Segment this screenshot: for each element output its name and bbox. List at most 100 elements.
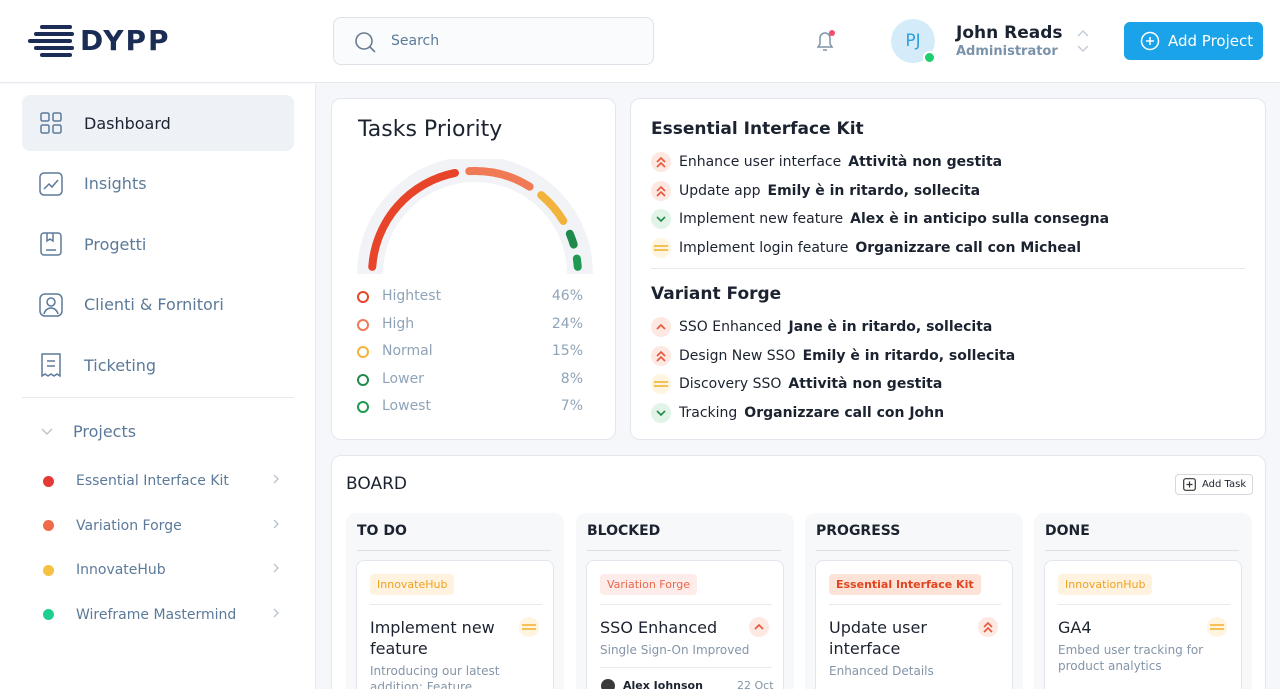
icon-part [656,323,666,330]
avatar[interactable]: PJ [891,19,935,63]
icon-part [1077,29,1089,53]
task-card[interactable]: InnovationHub GA4 Embed user tracking for … [1044,560,1242,689]
icon-part [369,46,376,53]
board-title: BOARD [346,474,407,494]
nav-label: Ticketing [84,355,157,375]
icon-part [40,232,62,256]
legend-name: Normal [382,343,433,359]
search-box[interactable]: Search [333,17,654,65]
update-item: SSO Enhanced Jane è in ritardo, sollecita [651,317,992,337]
icon-part [1140,31,1160,51]
icon-part [39,292,63,317]
nav-item[interactable]: Ticketing [22,337,294,393]
user-name: John Reads [956,23,1063,43]
task-status: Emily è in ritardo, sollecita [767,182,981,199]
icon-part [651,402,671,423]
nav-item[interactable]: Progetti [22,216,294,272]
icon-part [651,180,671,201]
legend-value: 15% [551,343,583,359]
project-name: InnovateHub [76,562,166,578]
legend-swatch [357,291,369,303]
project-item[interactable]: Variation Forge [40,514,280,538]
nav-item[interactable]: Clienti & Fornitori [22,277,294,333]
icon-part [273,563,279,573]
icon-part [656,185,666,197]
chevron [272,607,280,623]
board-column: DONE InnovationHub GA4 Embed user tracking … [1034,513,1252,689]
board-column: BLOCKED Variation Forge SSO Enhanced Single… [576,513,794,689]
icon-part [34,46,74,50]
update-item: Implement new feature Alex è in anticipo … [651,209,1109,229]
icon-part [651,317,671,337]
due-date: 22 Oct [737,679,774,689]
projects-header[interactable]: Projects [40,422,136,441]
icon-part [46,296,56,307]
icon-part [40,124,50,134]
bell-icon[interactable] [814,28,838,54]
icon-part [41,428,53,435]
divider [1058,604,1230,605]
task-title: GA4 [1058,618,1092,637]
logo-text: DYPP [80,24,171,57]
priority-icon [749,617,769,637]
icon-part [39,171,63,196]
task-card[interactable]: InnovateHub Implement new feature Introduc… [356,560,554,689]
project-item[interactable]: Wireframe Mastermind [40,603,280,627]
icon-part [28,25,74,57]
project-item[interactable]: Essential Interface Kit [40,469,280,493]
user-role: Administrator [956,44,1058,59]
icon-part [519,617,539,637]
divider [816,550,1010,551]
icon-part [46,233,56,251]
icon-part [273,474,279,484]
icon-part [519,617,539,637]
legend-value: 8% [560,370,583,387]
icon-part [273,608,279,617]
icon-part [651,345,671,366]
nav-item[interactable]: Insights [22,156,294,212]
icon-part [829,30,835,36]
icon-part [651,374,671,394]
icon-part [651,180,671,201]
icon-part [47,360,55,367]
project-item[interactable]: InnovateHub [40,558,280,582]
project-name: Wireframe Mastermind [76,606,237,623]
tasks-priority-card: Tasks Priority Hightest 46% High 24% Normal 1… [331,98,616,440]
task-status: Organizzare call con John [744,404,945,421]
icon-part [41,353,61,378]
icon-part [651,152,671,172]
icon-part [40,232,62,256]
icon-part [651,209,671,229]
task-status: Jane è in ritardo, sollecita [788,319,993,335]
icon-part [749,617,769,637]
icon-part [749,617,769,637]
legend-name: Hightest [382,288,442,304]
legend-value: 7% [560,398,583,414]
add-project-button[interactable]: Add Project [1124,22,1263,60]
task-name: Implement login feature [679,239,849,256]
project-name: Essential Interface Kit [76,473,229,489]
project-dot [43,520,54,531]
column-title: BLOCKED [587,523,661,539]
chevron [272,473,280,489]
nav-item[interactable]: Dashboard [22,95,294,151]
icon-part [654,381,668,387]
task-description: Single Sign-On Improved [600,643,750,657]
task-card[interactable]: Essential Interface Kit Update user inter… [815,560,1013,689]
add-task-button[interactable]: Add Task [1175,474,1253,495]
task-card[interactable]: Variation Forge SSO Enhanced Single Sign-O… [586,560,784,689]
add-task-label: Add Task [1202,479,1247,490]
task-status: Attività non gestita [848,154,1003,170]
user-menu-chevrons[interactable] [1076,28,1090,54]
divider [600,604,772,605]
task-title: SSO Enhanced [600,618,718,637]
icon-part [40,53,72,57]
project-dot [43,609,54,620]
task-name: Design New SSO [679,347,796,364]
icon-part [983,621,993,633]
task-name: Update app [679,182,761,199]
icon-part [40,112,62,134]
column-title: DONE [1045,523,1090,539]
chevron [272,562,280,578]
